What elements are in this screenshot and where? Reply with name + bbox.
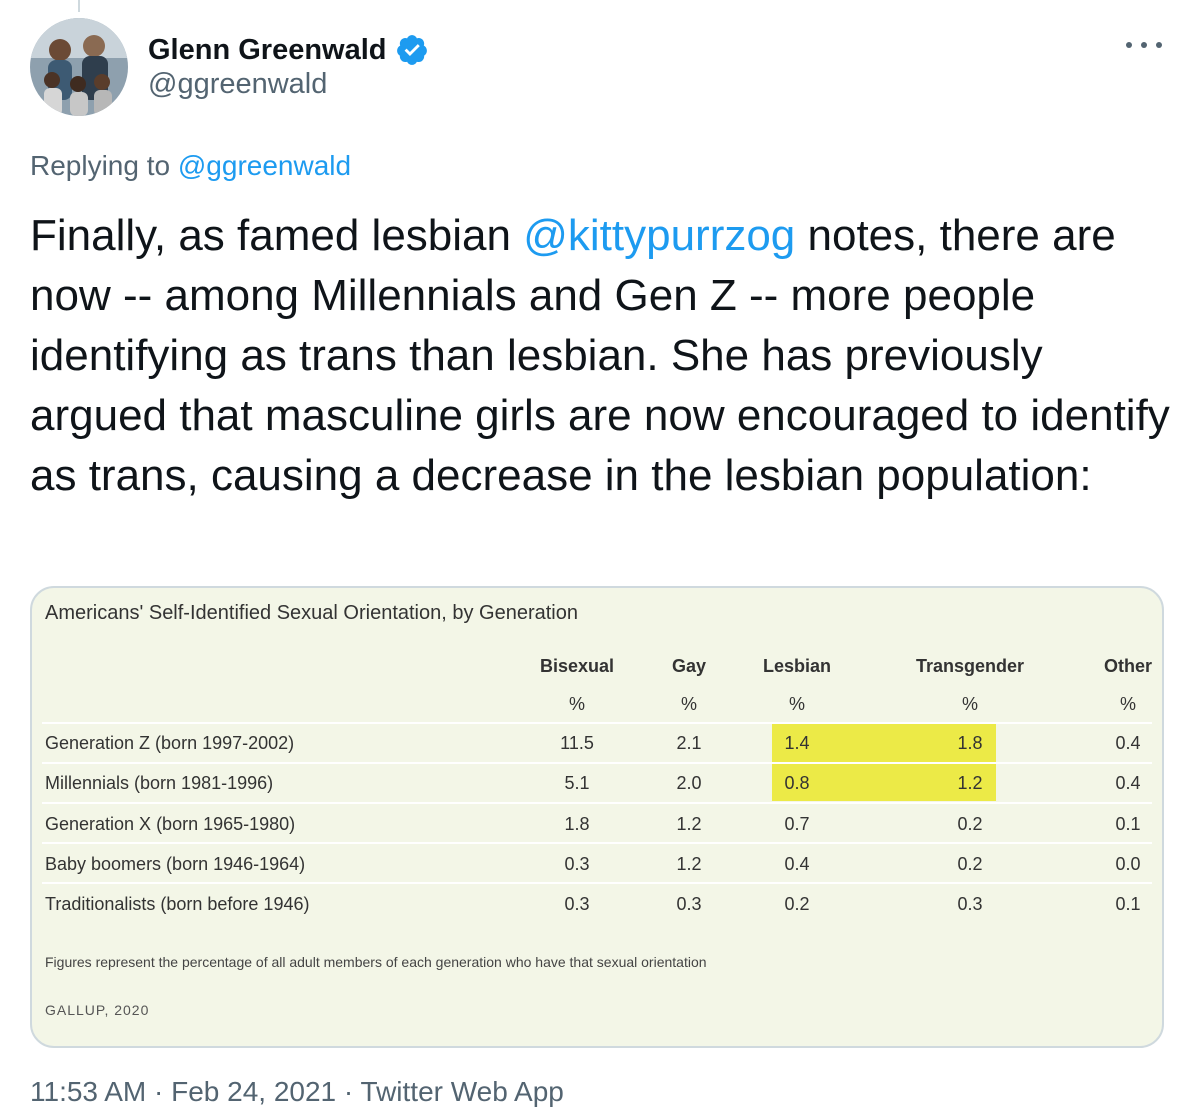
- table-cell: 0.2: [957, 854, 983, 874]
- tweet-timestamp[interactable]: 11:53 AM · Feb 24, 2021 · Twitter Web Ap…: [30, 1076, 564, 1107]
- table-cell: 2.0: [676, 773, 702, 793]
- more-dot-icon: [1156, 42, 1162, 48]
- column-unit: %: [568, 694, 585, 714]
- table-cell: 0.2: [957, 814, 983, 834]
- table-cell: 1.2: [676, 854, 702, 874]
- table-cell: 11.5: [560, 733, 594, 753]
- row-divider: [42, 722, 1152, 724]
- highlight-trans-millennials: [824, 763, 996, 801]
- row-divider: [42, 802, 1152, 804]
- column-header-transgender: Transgender: [915, 656, 1025, 676]
- author-display-name[interactable]: Glenn Greenwald: [148, 33, 387, 66]
- highlight-lesbian-genz: [772, 723, 824, 763]
- table-cell: 0.4: [784, 854, 810, 874]
- table-cell: 0.1: [1115, 814, 1141, 834]
- row-divider: [42, 882, 1152, 884]
- table-cell: 0.1: [1115, 894, 1141, 914]
- replying-to-handle-link[interactable]: @ggreenwald: [177, 150, 352, 181]
- avatar[interactable]: [30, 18, 128, 116]
- table-cell: 5.1: [564, 773, 590, 793]
- more-dot-icon: [1126, 42, 1132, 48]
- table-row-label: Traditionalists (born before 1946): [45, 894, 310, 914]
- table-title: Americans' Self-Identified Sexual Orient…: [45, 602, 578, 624]
- table-cell: 0.8: [784, 773, 810, 793]
- column-header-other: Other: [1103, 656, 1152, 676]
- table-cell: 1.8: [564, 814, 590, 834]
- tweet-text-part2: notes, there are now -- among Millennial…: [30, 211, 1170, 500]
- table-footnote: Figures represent the percentage of all …: [45, 954, 707, 970]
- table-image-card[interactable]: Americans' Self-Identified Sexual Orient…: [30, 586, 1164, 1048]
- column-unit: %: [961, 694, 978, 714]
- table-cell: 0.3: [564, 894, 590, 914]
- more-dot-icon: [1141, 42, 1147, 48]
- replying-to: Replying to @ggreenwald: [30, 150, 351, 182]
- table-cell: 0.7: [784, 814, 810, 834]
- table-cell: 1.2: [957, 773, 983, 793]
- table-row-label: Generation Z (born 1997-2002): [45, 733, 295, 753]
- column-unit: %: [1119, 694, 1136, 714]
- tweet-text: Finally, as famed lesbian @kittypurrzog …: [30, 206, 1170, 506]
- row-divider: [42, 842, 1152, 844]
- author-handle[interactable]: @ggreenwald: [148, 68, 328, 100]
- table-cell: 0.2: [784, 894, 810, 914]
- more-options-icon[interactable]: [1126, 34, 1162, 56]
- column-header-bisexual: Bisexual: [539, 656, 615, 676]
- thread-connector-line: [78, 0, 80, 12]
- column-unit: %: [680, 694, 697, 714]
- column-unit: %: [788, 694, 805, 714]
- avatar-photo: [30, 18, 128, 116]
- table-cell: 2.1: [676, 733, 702, 753]
- table-cell: 0.4: [1115, 773, 1141, 793]
- table-cell: 1.2: [676, 814, 702, 834]
- table-cell: 1.8: [957, 733, 983, 753]
- highlight-trans-genz: [824, 723, 996, 763]
- replying-to-prefix: Replying to: [30, 150, 171, 181]
- table-source: GALLUP, 2020: [45, 1002, 150, 1018]
- table-row-label: Millennials (born 1981-1996): [45, 773, 274, 793]
- row-divider: [42, 762, 1152, 764]
- table-cell: 0.4: [1115, 733, 1141, 753]
- verified-badge-icon: [395, 33, 429, 67]
- column-header-gay: Gay: [671, 656, 707, 676]
- table-cell: 0.3: [676, 894, 702, 914]
- table-cell: 0.0: [1115, 854, 1141, 874]
- table-row-label: Baby boomers (born 1946-1964): [45, 854, 306, 874]
- highlight-lesbian-millennials: [772, 763, 824, 801]
- tweet-text-part1: Finally, as famed lesbian: [30, 211, 524, 260]
- table-cell: 0.3: [564, 854, 590, 874]
- column-header-lesbian: Lesbian: [762, 656, 832, 676]
- author-name-row: Glenn Greenwald: [148, 30, 429, 70]
- mention-link[interactable]: @kittypurrzog: [523, 211, 796, 260]
- table-row-label: Generation X (born 1965-1980): [45, 814, 296, 834]
- table-cell: 0.3: [957, 894, 983, 914]
- table-cell: 1.4: [784, 733, 810, 753]
